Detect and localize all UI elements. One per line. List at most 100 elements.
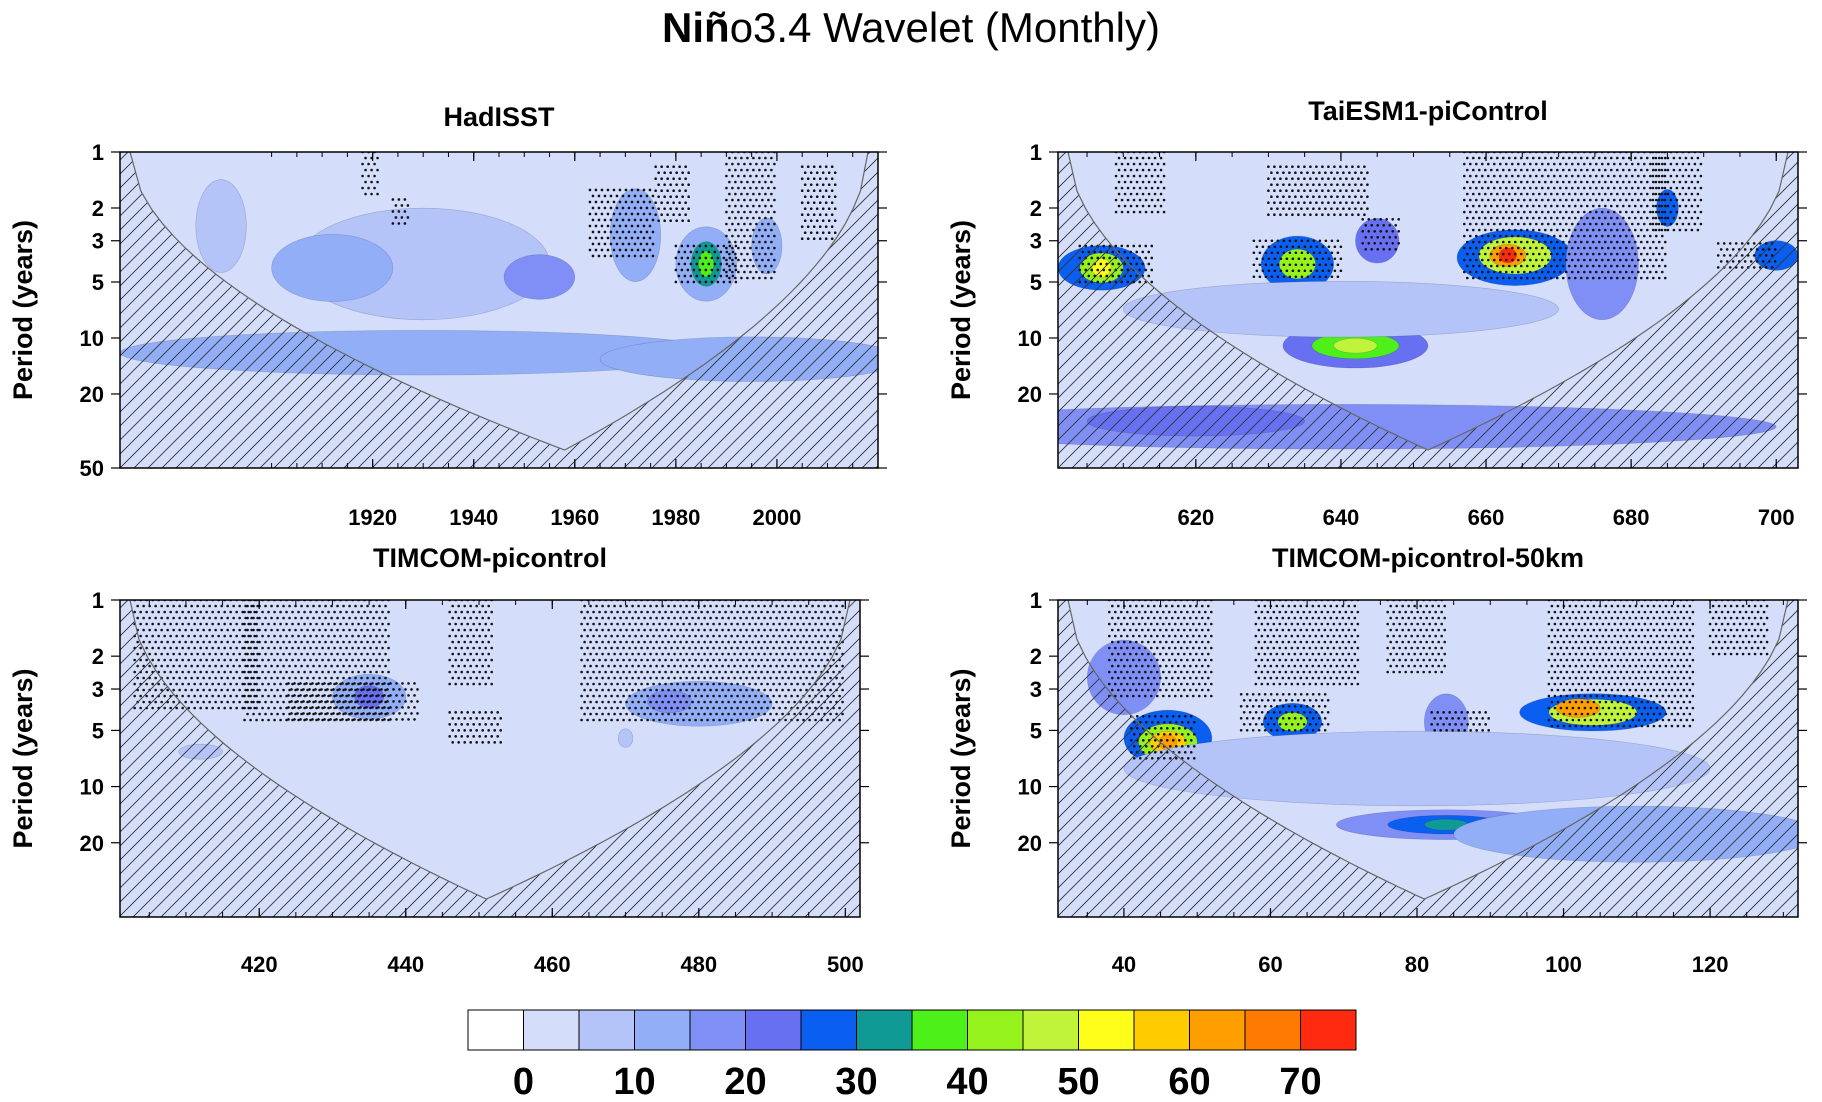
stipple-dot <box>832 610 835 614</box>
stipple-dot <box>588 200 592 204</box>
stipple-dot <box>691 712 694 716</box>
stipple-dot <box>604 682 607 686</box>
stipple-dot <box>267 658 270 662</box>
stipple-dot <box>344 712 347 715</box>
stipple-dot <box>727 664 730 668</box>
stipple-dot <box>378 664 381 668</box>
stipple-dot <box>351 682 354 686</box>
stipple-dot <box>148 640 151 644</box>
stipple-dot <box>1285 269 1289 273</box>
stipple-dot <box>737 198 740 202</box>
stipple-dot <box>1603 168 1607 172</box>
stipple-dot <box>363 706 366 710</box>
stipple-dot <box>672 165 675 169</box>
stipple-dot <box>181 634 184 638</box>
stipple-dot <box>683 274 687 278</box>
stipple-dot <box>1513 264 1517 268</box>
stipple-dot <box>475 652 479 656</box>
stipple-dot <box>1534 234 1538 238</box>
stipple-dot <box>1666 156 1670 160</box>
stipple-dot <box>667 628 670 632</box>
stipple-dot <box>1588 198 1592 202</box>
stipple-dot <box>631 652 634 656</box>
stipple-dot <box>787 688 790 692</box>
power-contour <box>1498 247 1517 264</box>
power-contour <box>698 250 715 278</box>
stipple-dot <box>679 664 682 668</box>
stipple-dot <box>1194 628 1198 632</box>
stipple-dot <box>1155 658 1159 662</box>
stipple-dot <box>674 256 678 260</box>
stipple-dot <box>716 256 720 260</box>
stipple-dot <box>592 694 595 698</box>
x-tick-label: 1940 <box>449 505 498 530</box>
stipple-dot <box>1329 604 1333 608</box>
stipple-dot <box>327 706 330 710</box>
stipple-dot <box>736 694 739 698</box>
stipple-dot <box>1330 195 1333 199</box>
stipple-dot <box>1690 216 1694 220</box>
stipple-dot <box>1543 252 1547 256</box>
stipple-dot <box>660 201 663 205</box>
stipple-dot <box>312 676 315 680</box>
stipple-dot <box>481 664 485 668</box>
stipple-dot <box>613 664 616 668</box>
stipple-dot <box>351 718 354 722</box>
stipple-dot <box>743 186 746 190</box>
stipple-dot <box>1117 156 1121 160</box>
stipple-dot <box>826 634 829 638</box>
stipple-dot <box>145 610 148 614</box>
stipple-dot <box>139 610 142 614</box>
stipple-dot <box>739 712 742 716</box>
stipple-dot <box>1660 228 1664 232</box>
stipple-dot <box>291 670 294 674</box>
stipple-dot <box>1167 610 1171 614</box>
stipple-dot <box>1483 276 1487 280</box>
stipple-dot <box>487 604 491 608</box>
stipple-dot <box>214 676 217 680</box>
stipple-dot <box>1609 180 1613 184</box>
stipple-dot <box>1333 269 1337 273</box>
stipple-dot <box>1570 198 1574 202</box>
stipple-dot <box>454 610 458 614</box>
stipple-dot <box>339 694 342 698</box>
stipple-dot <box>727 676 730 680</box>
stipple-dot <box>754 670 757 674</box>
stipple-dot <box>1468 246 1472 250</box>
stipple-dot <box>763 604 766 608</box>
stipple-dot <box>736 634 739 638</box>
stipple-dot <box>457 741 461 744</box>
stipple-dot <box>781 688 784 692</box>
stipple-dot <box>1504 246 1508 250</box>
stipple-dot <box>309 694 312 698</box>
stipple-dot <box>715 652 718 656</box>
stipple-dot <box>1495 228 1499 232</box>
stipple-dot <box>410 688 413 691</box>
stipple-dot <box>749 198 752 202</box>
stipple-dot <box>318 652 321 656</box>
stipple-dot <box>1176 676 1180 680</box>
stipple-dot <box>583 676 586 680</box>
stipple-dot <box>1287 692 1291 696</box>
stipple-dot <box>1663 210 1667 214</box>
stipple-dot <box>291 706 294 710</box>
stipple-dot <box>812 177 816 181</box>
stipple-dot <box>703 640 706 644</box>
stipple-dot <box>790 658 793 662</box>
stipple-dot <box>790 670 793 674</box>
stipple-dot <box>205 622 208 626</box>
stipple-dot <box>679 700 682 704</box>
cone-of-influence-line <box>129 152 869 451</box>
stipple-dot <box>706 694 709 698</box>
stipple-dot <box>580 622 583 626</box>
stipple-dot <box>716 280 720 284</box>
stipple-dot <box>258 616 261 620</box>
stipple-dot <box>1642 246 1646 250</box>
stipple-dot <box>595 664 598 668</box>
stipple-dot <box>1342 183 1345 187</box>
stipple-dot <box>466 723 470 726</box>
stipple-dot <box>1153 726 1157 730</box>
stipple-dot <box>733 712 736 716</box>
stipple-dot <box>746 228 749 232</box>
stipple-dot <box>1164 640 1168 644</box>
